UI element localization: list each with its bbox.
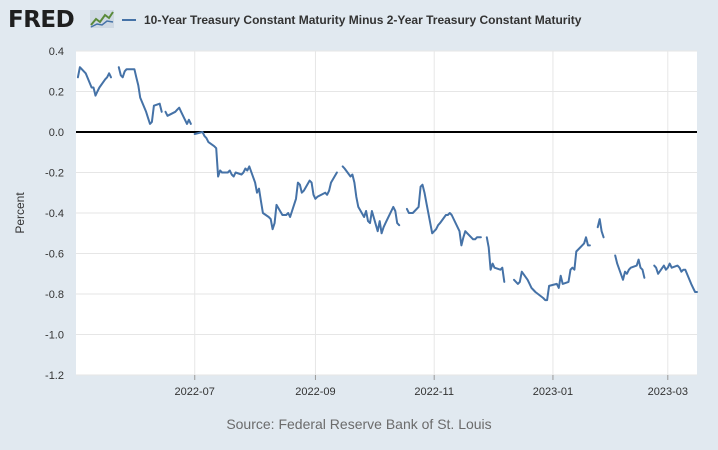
y-axis-label: Percent	[13, 192, 27, 234]
y-tick-label: -0.6	[45, 249, 64, 261]
x-tick-label: 2022-07	[175, 386, 215, 398]
series-segment[interactable]	[193, 131, 338, 231]
chart-header: FRED 10-Year Treasury Constant Maturity …	[0, 0, 718, 40]
y-tick-label: 0.4	[49, 46, 64, 58]
legend-label: 10-Year Treasury Constant Maturity Minus…	[144, 13, 582, 27]
y-tick-label: -0.2	[45, 168, 64, 180]
series-segment[interactable]	[164, 106, 192, 125]
series-segment[interactable]	[596, 218, 605, 239]
y-tick-label: -1.2	[45, 370, 64, 382]
y-tick-label: -1.0	[45, 330, 64, 342]
legend[interactable]: 10-Year Treasury Constant Maturity Minus…	[122, 11, 581, 29]
x-tick-label: 2023-01	[533, 386, 573, 398]
series-segment[interactable]	[341, 165, 401, 235]
x-tick-label: 2022-09	[295, 386, 335, 398]
source-note: Source: Federal Reserve Bank of St. Loui…	[226, 416, 492, 432]
series-segment[interactable]	[485, 236, 506, 283]
series-segment[interactable]	[76, 66, 112, 97]
series-segment[interactable]	[653, 262, 698, 293]
y-tick-label: 0.0	[49, 127, 64, 139]
legend-swatch	[122, 19, 136, 21]
x-tick-label: 2023-03	[648, 386, 688, 398]
y-axis-ticks: 0.4 0.2 0.0 -0.2 -0.4 -0.6 -0.8 -1.0 -1.2	[45, 46, 64, 382]
gridlines	[76, 50, 697, 376]
fred-logo[interactable]: FRED	[8, 7, 75, 33]
y-tick-label: -0.8	[45, 289, 64, 301]
series-segment[interactable]	[405, 183, 482, 247]
y-tick-label: -0.4	[45, 208, 64, 220]
x-axis-ticks: 2022-07 2022-09 2022-11 2023-01 2023-03	[175, 375, 688, 398]
line-chart[interactable]: 0.4 0.2 0.0 -0.2 -0.4 -0.6 -0.8 -1.0 -1.2 2022-0…	[0, 0, 718, 410]
series-segment[interactable]	[513, 236, 591, 302]
y-tick-label: 0.2	[49, 87, 64, 99]
series-segment[interactable]	[614, 254, 646, 281]
series-segment[interactable]	[117, 66, 163, 125]
series-line[interactable]	[76, 66, 698, 302]
fred-chart-icon	[90, 10, 114, 28]
x-tick-label: 2022-11	[414, 386, 454, 398]
